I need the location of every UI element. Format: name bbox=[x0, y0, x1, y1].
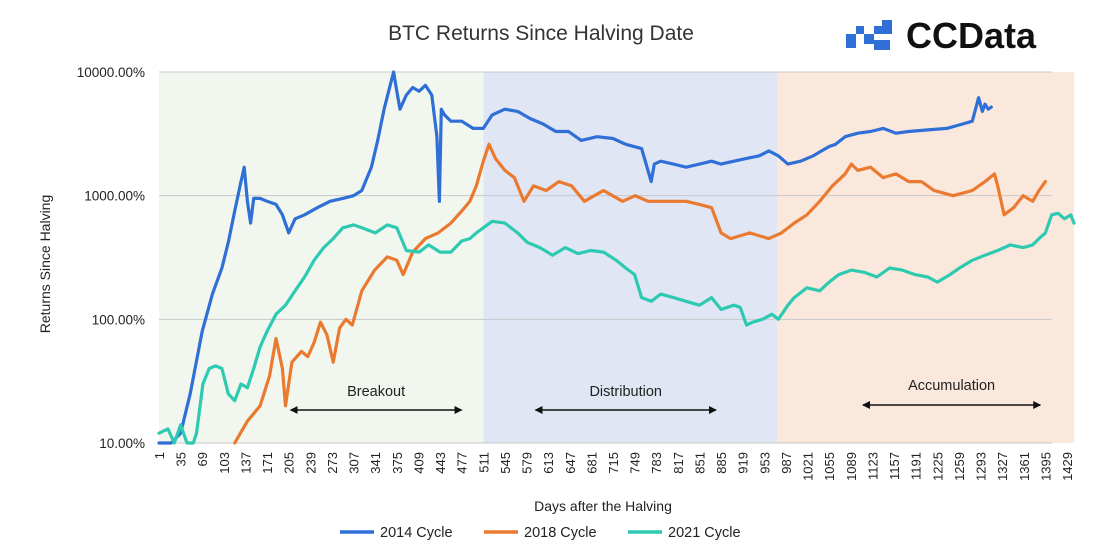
phase-annotations: Breakout Distribution Accumulation bbox=[289, 378, 1042, 414]
x-tick-label: 171 bbox=[260, 452, 275, 474]
series-line-2014-cycle bbox=[157, 70, 993, 445]
phase-band-accumulation bbox=[777, 72, 1074, 443]
phase-backgrounds bbox=[159, 72, 1074, 443]
x-tick-label: 715 bbox=[606, 452, 621, 474]
legend: 2014 Cycle 2018 Cycle 2021 Cycle bbox=[340, 525, 741, 541]
phase-band-breakout bbox=[159, 72, 484, 443]
x-tick-label: 1191 bbox=[909, 452, 924, 480]
phase-label-distribution: Distribution bbox=[589, 384, 662, 400]
x-tick-label: 443 bbox=[433, 452, 448, 474]
x-tick-label: 783 bbox=[649, 452, 664, 474]
x-tick-label: 205 bbox=[282, 452, 297, 474]
x-tick-label: 1429 bbox=[1060, 452, 1075, 481]
y-tick-label: 100.00% bbox=[92, 312, 145, 327]
series-line-2021-cycle bbox=[157, 211, 1076, 445]
x-tick-label: 1089 bbox=[844, 452, 859, 481]
phase-label-breakout: Breakout bbox=[347, 384, 405, 400]
x-tick-label: 1021 bbox=[801, 452, 816, 481]
x-tick-label: 35 bbox=[174, 452, 189, 466]
series-line-2018-cycle bbox=[233, 142, 1047, 445]
x-tick-label: 103 bbox=[217, 452, 232, 474]
chart-title: BTC Returns Since Halving Date bbox=[388, 22, 694, 45]
x-tick-label: 137 bbox=[238, 452, 253, 474]
ccdata-logo: CCData bbox=[846, 15, 1037, 56]
x-tick-label: 1123 bbox=[865, 452, 880, 480]
x-tick-label: 1 bbox=[152, 452, 167, 459]
x-tick-label: 239 bbox=[303, 452, 318, 474]
phase-label-accumulation: Accumulation bbox=[908, 378, 995, 394]
x-tick-label: 987 bbox=[779, 452, 794, 474]
x-tick-label: 885 bbox=[714, 452, 729, 474]
x-tick-label: 511 bbox=[476, 452, 491, 473]
x-tick-label: 647 bbox=[563, 452, 578, 474]
legend-label: 2014 Cycle bbox=[380, 525, 453, 541]
y-tick-label: 10.00% bbox=[99, 436, 145, 451]
x-tick-label: 1395 bbox=[1038, 452, 1053, 481]
x-tick-label: 477 bbox=[455, 452, 470, 474]
x-tick-label: 307 bbox=[347, 452, 362, 474]
phase-band-distribution bbox=[483, 72, 778, 443]
x-tick-label: 953 bbox=[757, 452, 772, 474]
x-tick-label: 919 bbox=[736, 452, 751, 474]
y-axis-label: Returns Since Halving bbox=[37, 195, 53, 334]
x-tick-label: 1361 bbox=[1017, 452, 1032, 481]
x-tick-label: 341 bbox=[368, 452, 383, 474]
x-tick-label: 69 bbox=[195, 452, 210, 466]
x-tick-label: 1225 bbox=[930, 452, 945, 481]
x-tick-label: 749 bbox=[628, 452, 643, 474]
gridlines bbox=[159, 71, 1052, 444]
x-tick-label: 817 bbox=[671, 452, 686, 474]
y-tick-label: 1000.00% bbox=[84, 189, 145, 204]
x-tick-label: 409 bbox=[411, 452, 426, 474]
legend-label: 2018 Cycle bbox=[524, 525, 597, 541]
x-tick-label: 1259 bbox=[952, 452, 967, 481]
x-tick-label: 681 bbox=[584, 452, 599, 474]
x-tick-label: 579 bbox=[520, 452, 535, 474]
logo-icon bbox=[846, 20, 892, 50]
x-tick-label: 851 bbox=[692, 452, 707, 474]
x-tick-label: 613 bbox=[541, 452, 556, 474]
x-tick-label: 1327 bbox=[995, 452, 1010, 481]
series-lines bbox=[157, 70, 1076, 445]
legend-label: 2021 Cycle bbox=[668, 525, 741, 541]
y-tick-label: 10000.00% bbox=[77, 65, 145, 80]
x-axis-ticks: 1 35 69 103 137 171 205 239 273 307 341 375 409 443 47… bbox=[152, 452, 1075, 481]
logo-text: CCData bbox=[906, 15, 1037, 56]
y-axis-ticks: 10.00% 100.00% 1000.00% 10000.00% bbox=[77, 65, 145, 451]
x-tick-label: 1157 bbox=[887, 452, 902, 480]
x-tick-label: 545 bbox=[498, 452, 513, 474]
x-tick-label: 1055 bbox=[822, 452, 837, 481]
x-tick-label: 1293 bbox=[974, 452, 989, 481]
x-tick-label: 273 bbox=[325, 452, 340, 474]
x-tick-label: 375 bbox=[390, 452, 405, 474]
x-axis-label: Days after the Halving bbox=[534, 498, 672, 514]
